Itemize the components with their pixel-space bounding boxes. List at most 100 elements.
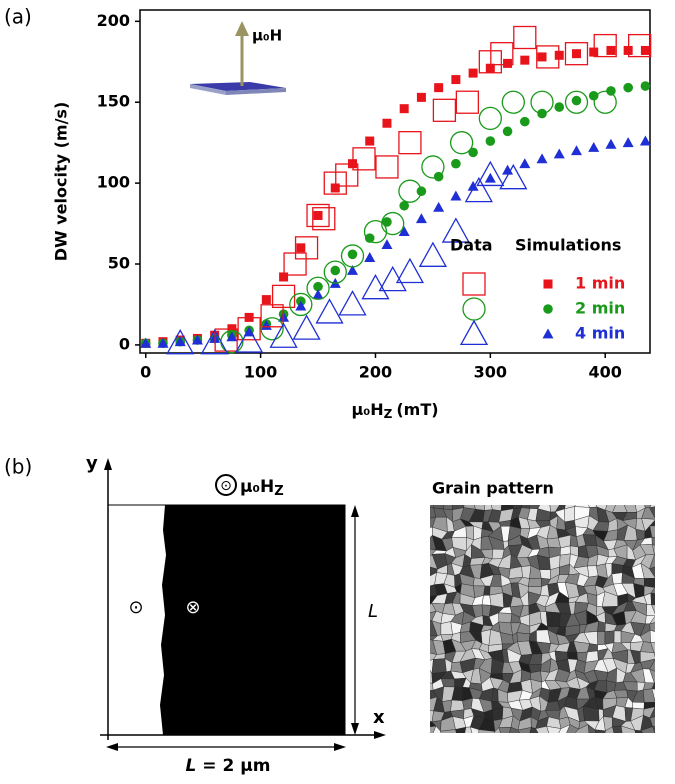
marker: [363, 220, 388, 244]
grain: [584, 740, 598, 749]
grain: [432, 725, 442, 733]
marker: [313, 281, 323, 292]
marker: [381, 211, 405, 236]
grain: [642, 688, 655, 703]
grain: [649, 525, 655, 538]
marker: [415, 213, 427, 224]
grain: [649, 566, 655, 578]
marker: [564, 90, 589, 114]
grain: [498, 612, 513, 624]
grain: [440, 678, 455, 688]
grain: [662, 697, 672, 711]
grain: [604, 739, 616, 750]
grain: [508, 737, 523, 748]
grain: [431, 658, 447, 674]
grain: [423, 735, 432, 746]
grain: [662, 715, 674, 727]
grain: [430, 725, 437, 733]
marker: [289, 292, 313, 317]
legend-header: Simulations: [515, 236, 621, 255]
series: [220, 90, 617, 354]
grain: [640, 651, 655, 663]
marker: [606, 45, 616, 55]
marker: [237, 317, 261, 341]
grain: [649, 706, 655, 719]
grain: [481, 595, 492, 606]
legend-label: 1 min: [575, 274, 625, 293]
marker: [364, 252, 376, 262]
grain: [651, 737, 664, 747]
grain: [508, 566, 523, 579]
grain: [479, 736, 493, 747]
axis-label: y: [86, 453, 98, 474]
marker: [295, 300, 307, 311]
grain: [594, 739, 606, 750]
grain: [535, 726, 550, 733]
grain: [500, 505, 514, 512]
grain: [659, 681, 671, 690]
grain: [649, 519, 655, 527]
grain: [650, 587, 655, 594]
series: [166, 160, 528, 355]
marker: [364, 233, 375, 243]
marker: [543, 304, 553, 314]
grain: [664, 601, 674, 616]
grain: [442, 735, 456, 749]
marker: [347, 264, 358, 275]
grain: [613, 630, 622, 644]
marker: [269, 322, 298, 348]
marker: [418, 241, 448, 267]
grain: [635, 528, 646, 541]
marker: [140, 337, 152, 348]
grain: [659, 689, 672, 698]
grain: [587, 724, 597, 733]
marker: [365, 136, 375, 146]
marker: [200, 328, 229, 355]
legend: Data Simulations 1 min 2 min 4 min: [450, 236, 625, 346]
marker: [519, 158, 531, 169]
grain: [632, 735, 646, 749]
x-axis-label-main: μ₀H: [351, 400, 383, 419]
marker: [519, 116, 530, 127]
marker: [398, 226, 410, 237]
marker: [553, 148, 565, 159]
grain: [662, 595, 674, 606]
grain: [442, 505, 453, 510]
grain: [643, 735, 657, 749]
marker: [485, 63, 495, 73]
marker: [271, 284, 296, 309]
y-tick-label: 0: [119, 334, 130, 353]
grain: [565, 734, 578, 746]
grain: [660, 563, 673, 576]
width-label: L = 2 μm: [186, 756, 271, 776]
grain: [652, 726, 655, 733]
grain: [517, 727, 532, 733]
grain: [651, 604, 655, 614]
grain: [660, 525, 673, 539]
grain: [663, 709, 672, 718]
grain: [474, 505, 485, 511]
marker: [416, 92, 426, 102]
grain: [654, 582, 655, 588]
marker: [502, 164, 514, 175]
marker: [513, 25, 537, 50]
grain: [646, 604, 655, 616]
marker: [296, 243, 306, 253]
marker: [570, 145, 582, 156]
marker: [381, 239, 393, 249]
marker: [313, 210, 323, 220]
x-axis-label-unit: (mT): [396, 400, 438, 419]
grain: [509, 726, 520, 733]
grain: [649, 505, 655, 509]
grain: [662, 538, 672, 550]
marker: [588, 90, 599, 101]
marker: [536, 45, 560, 69]
grain: [640, 562, 655, 579]
grain: [662, 654, 674, 662]
marker: [520, 55, 530, 65]
grain: [664, 620, 675, 634]
marker: [330, 265, 341, 276]
grain: [546, 737, 557, 748]
panel-label: (b): [4, 455, 32, 479]
marker: [502, 126, 513, 137]
